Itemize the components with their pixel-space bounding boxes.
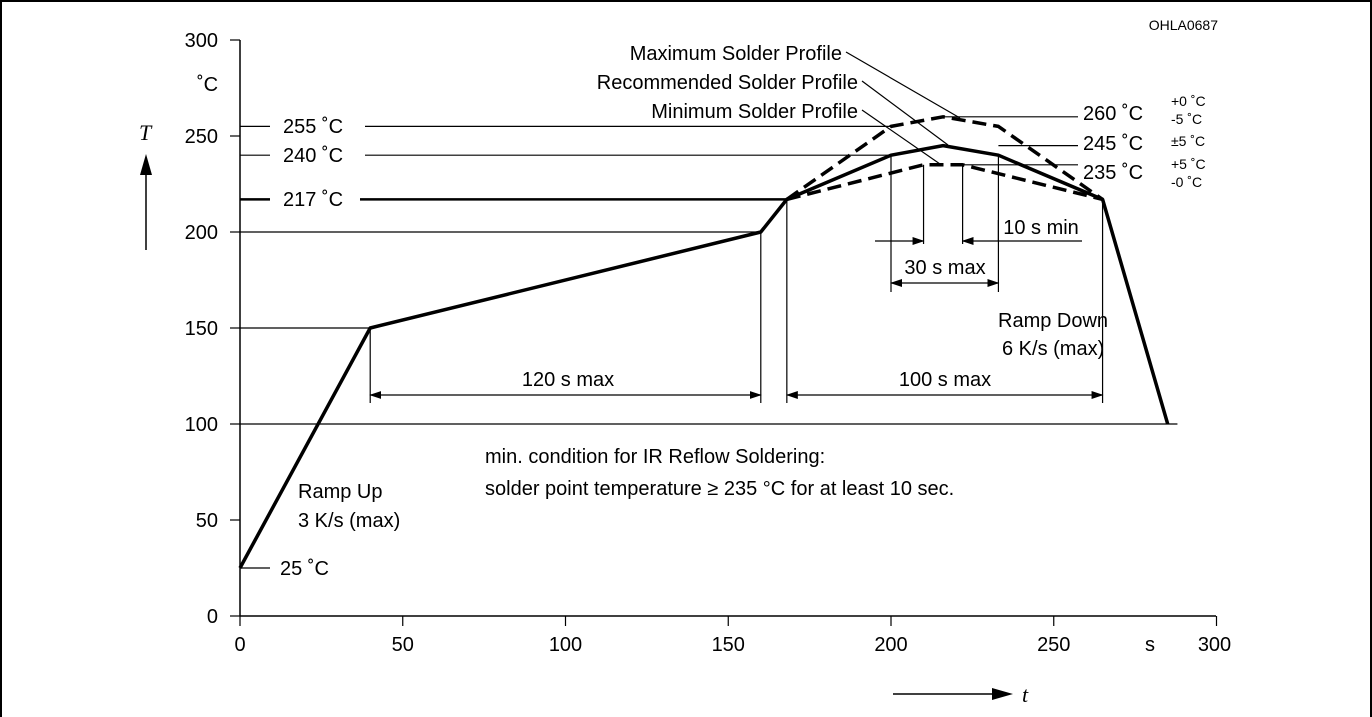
ref-label-240: 240 ˚C	[283, 145, 343, 167]
peak-min-value: 235 ˚C	[1083, 162, 1143, 184]
legend-rec-profile: Recommended Solder Profile	[597, 72, 858, 94]
y-tick-label: 200	[185, 222, 218, 244]
peak-max-sup: +0 ˚C	[1171, 93, 1206, 109]
duration-min-time: 10 s min	[1003, 217, 1079, 239]
y-tick-label: 300	[185, 30, 218, 52]
legend-max-profile: Maximum Solder Profile	[630, 43, 842, 65]
condition-line-1: min. condition for IR Reflow Soldering:	[485, 446, 825, 468]
ref-label-25: 25 ˚C	[280, 558, 329, 580]
peak-min-sub: -0 ˚C	[1171, 174, 1202, 190]
series-minimum-solder-profile	[786, 163, 1104, 202]
duration-preheat: 120 s max	[522, 369, 614, 391]
peak-rec-sup: ±5 ˚C	[1171, 133, 1205, 149]
peak-rec-value: 245 ˚C	[1083, 133, 1143, 155]
peak-max-sub: -5 ˚C	[1171, 111, 1202, 127]
x-tick-label: 300	[1198, 634, 1231, 656]
figure-code: OHLA0687	[1149, 17, 1218, 33]
legend-min-profile: Minimum Solder Profile	[651, 101, 858, 123]
ramp-down-rate: 6 K/s (max)	[1002, 338, 1104, 360]
ref-label-217: 217 ˚C	[283, 189, 343, 211]
peak-min-sup: +5 ˚C	[1171, 156, 1206, 172]
x-axis-arrow	[893, 688, 1013, 700]
x-tick-label: 150	[712, 634, 745, 656]
duration-above-liquidus: 100 s max	[899, 369, 991, 391]
series-recommended-solder-profile	[238, 143, 1170, 569]
leader-max-profile	[845, 51, 961, 119]
condition-line-2: solder point temperature ≥ 235 °C for at…	[485, 478, 954, 500]
ref-label-255: 255 ˚C	[283, 116, 343, 138]
x-tick-label: 100	[549, 634, 582, 656]
x-tick-label: 200	[874, 634, 907, 656]
y-axis-arrow	[140, 154, 152, 250]
leader-min-profile	[861, 109, 941, 165]
y-tick-label: 50	[196, 510, 218, 532]
duration-peak-window: 30 s max	[904, 257, 985, 279]
series-maximum-solder-profile	[785, 115, 1104, 201]
y-tick-label: 100	[185, 414, 218, 436]
leader-rec-profile	[861, 80, 949, 146]
y-tick-label: 150	[185, 318, 218, 340]
y-tick-label: 0	[207, 606, 218, 628]
ramp-down-label: Ramp Down	[998, 310, 1108, 332]
y-axis-symbol: T	[139, 120, 153, 145]
x-axis-unit: s	[1145, 634, 1155, 656]
x-tick-label: 0	[234, 634, 245, 656]
peak-max-value: 260 ˚C	[1083, 103, 1143, 125]
x-axis-symbol: t	[1022, 682, 1029, 707]
y-axis-unit: ˚C	[197, 74, 218, 96]
ramp-up-rate: 3 K/s (max)	[298, 510, 400, 532]
x-tick-label: 250	[1037, 634, 1070, 656]
ramp-up-label: Ramp Up	[298, 481, 382, 503]
y-tick-label: 250	[185, 126, 218, 148]
x-tick-label: 50	[392, 634, 414, 656]
